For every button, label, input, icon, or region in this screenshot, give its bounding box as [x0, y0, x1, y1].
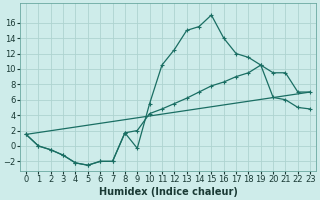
X-axis label: Humidex (Indice chaleur): Humidex (Indice chaleur)	[99, 187, 237, 197]
